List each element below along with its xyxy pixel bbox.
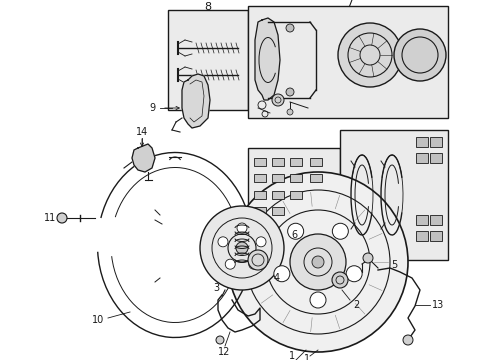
Circle shape [362,253,372,263]
Text: 14: 14 [136,127,148,137]
Circle shape [289,234,346,290]
Circle shape [247,250,267,270]
Circle shape [286,109,292,115]
Circle shape [346,266,362,282]
Bar [429,231,441,241]
Circle shape [273,266,289,282]
Bar [271,158,284,166]
Bar [339,130,447,260]
Text: 12: 12 [217,347,230,357]
Bar [253,158,265,166]
Circle shape [285,88,293,96]
Circle shape [337,23,401,87]
Bar [309,174,321,182]
Bar [247,148,339,230]
Bar [429,153,441,163]
Bar [415,215,427,225]
Text: 4: 4 [273,273,280,283]
Circle shape [311,256,324,268]
Polygon shape [132,144,155,172]
Circle shape [309,292,325,308]
Text: 8: 8 [204,2,211,12]
Bar [415,137,427,147]
Bar [247,6,447,118]
Text: 6: 6 [290,230,296,240]
Circle shape [57,213,67,223]
Text: 10: 10 [92,315,104,325]
Bar [253,207,265,215]
Text: 1: 1 [304,354,309,360]
Bar [253,191,265,199]
Circle shape [402,335,412,345]
Circle shape [237,223,246,233]
Bar [289,158,302,166]
Text: 5: 5 [390,260,396,270]
Bar [289,191,302,199]
Bar [309,158,321,166]
Circle shape [256,237,265,247]
Text: 7: 7 [346,0,353,8]
Polygon shape [254,18,280,100]
Bar [429,215,441,225]
Circle shape [271,94,284,106]
Circle shape [248,259,258,269]
Text: 3: 3 [212,283,219,293]
Text: 13: 13 [431,300,443,310]
Bar [271,207,284,215]
Circle shape [227,172,407,352]
Circle shape [216,336,224,344]
Bar [168,10,247,110]
Text: 11: 11 [44,213,56,223]
Bar [271,191,284,199]
Text: 9: 9 [149,103,155,113]
Circle shape [218,237,227,247]
Polygon shape [182,74,209,128]
Bar [289,174,302,182]
Circle shape [287,223,303,239]
Circle shape [393,29,445,81]
Bar [271,174,284,182]
Circle shape [236,242,247,254]
Bar [415,231,427,241]
Circle shape [285,24,293,32]
Circle shape [225,259,235,269]
Circle shape [332,223,347,239]
Bar [253,174,265,182]
Circle shape [331,272,347,288]
Text: 2: 2 [352,300,358,310]
Text: 1: 1 [288,351,294,360]
Bar [415,153,427,163]
Bar [429,137,441,147]
Circle shape [200,206,284,290]
